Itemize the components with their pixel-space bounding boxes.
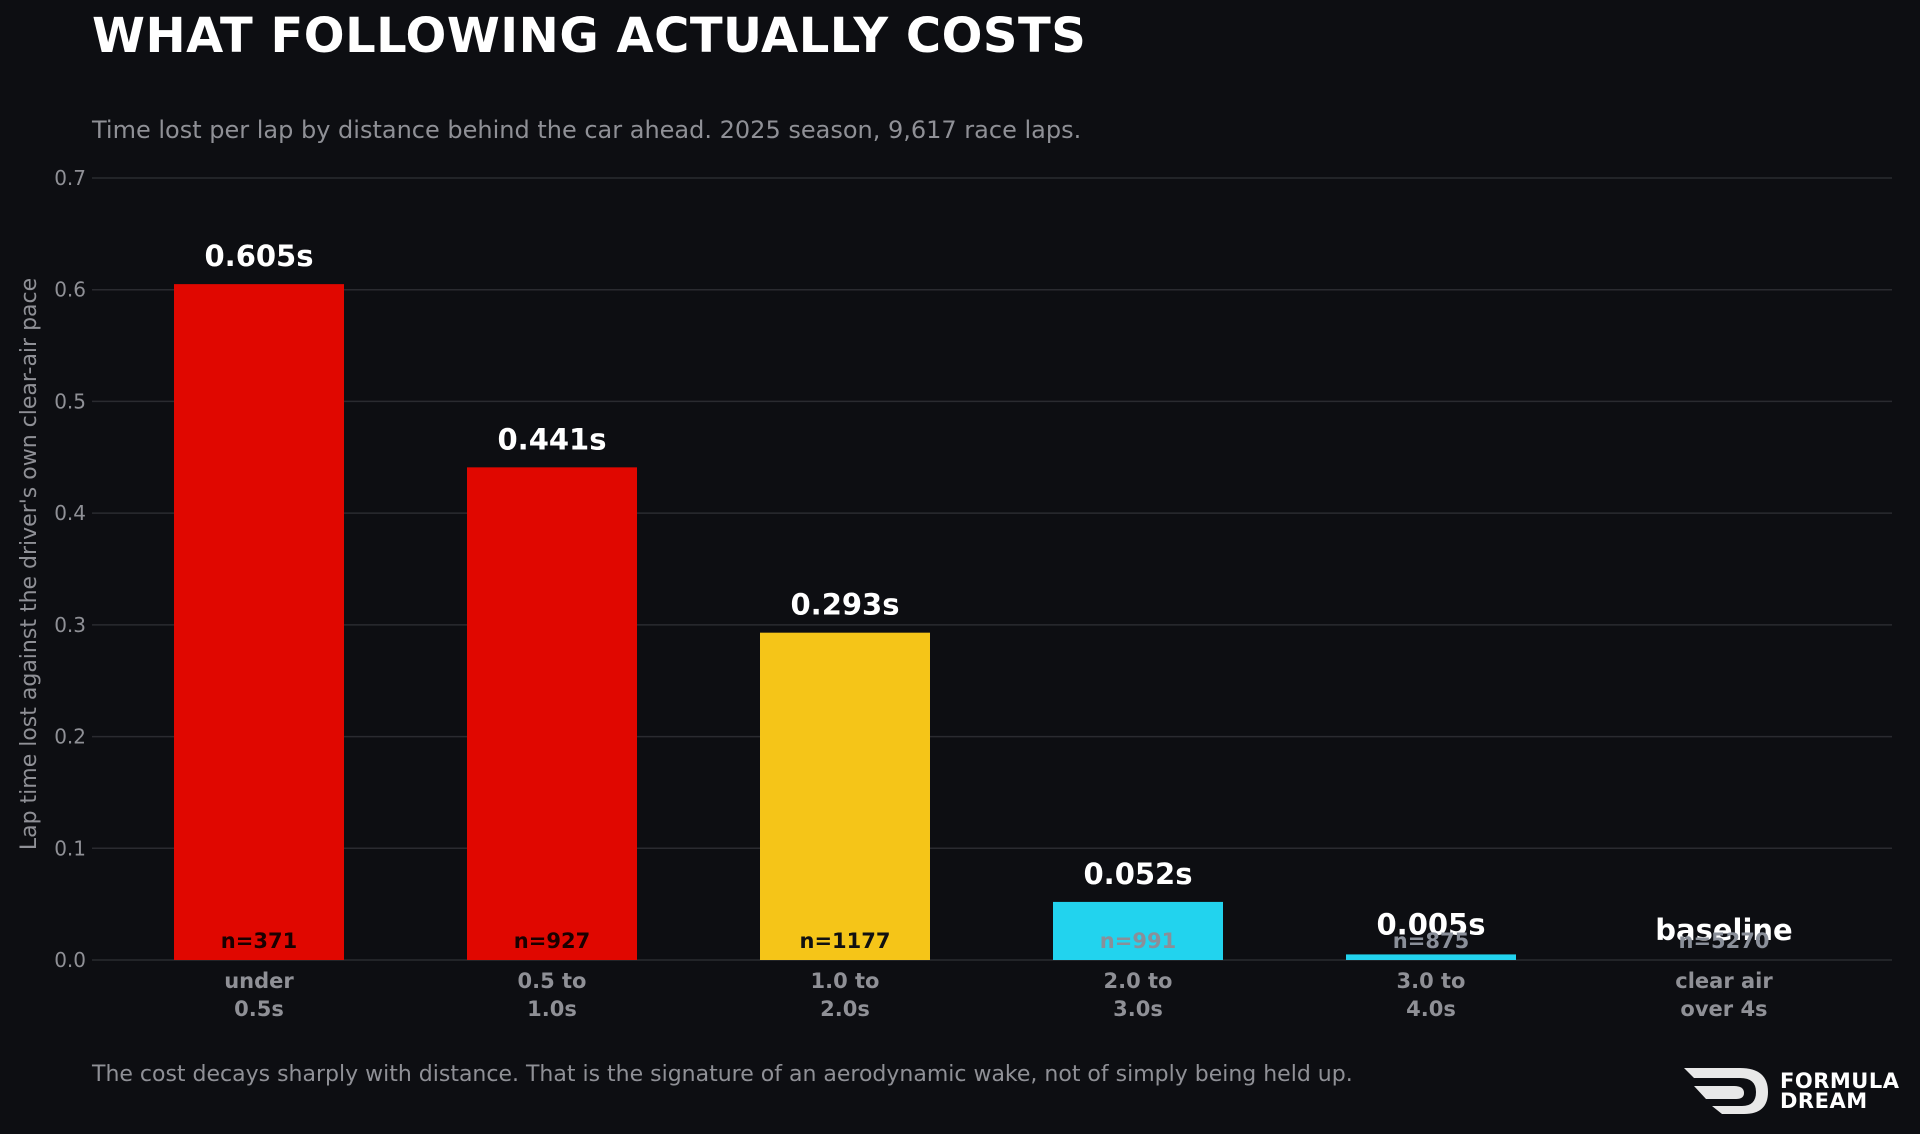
y-tick-label: 0.3 <box>54 613 86 637</box>
grid-lines <box>92 177 1892 961</box>
bar-count-label: n=991 <box>1100 929 1176 953</box>
bar-count-label: n=1177 <box>800 929 891 953</box>
x-tick-label: 2.0 to <box>1104 969 1173 993</box>
bar <box>467 467 637 960</box>
bar <box>760 632 930 960</box>
x-tick-label: 1.0s <box>527 997 577 1021</box>
x-tick-label: 4.0s <box>1406 997 1456 1021</box>
y-tick-label: 0.0 <box>54 948 86 972</box>
y-tick-label: 0.1 <box>54 836 86 860</box>
y-tick-label: 0.6 <box>54 278 86 302</box>
bar <box>174 284 344 961</box>
bar <box>1053 901 1223 960</box>
y-tick-label: 0.2 <box>54 725 86 749</box>
bar-value-label: 0.052s <box>1084 857 1193 891</box>
bar-value-label: 0.441s <box>498 422 607 456</box>
bar-count-label: n=927 <box>514 929 590 953</box>
logo-text-dream: DREAM <box>1780 1089 1868 1113</box>
y-axis-ticks: 0.0 0.1 0.2 0.3 0.4 0.5 0.6 0.7 <box>54 166 86 972</box>
x-tick-label: 1.0 to <box>811 969 880 993</box>
x-axis-ticks: under 0.5s 0.5 to 1.0s 1.0 to 2.0s 2.0 to 3.0s 3… <box>224 969 1773 1021</box>
y-tick-label: 0.5 <box>54 389 86 413</box>
bars: 0.605s n=371 0.441s n=927 0.293s n=1177 0.052s… <box>174 239 1793 961</box>
y-tick-label: 0.7 <box>54 166 86 190</box>
x-tick-label: 2.0s <box>820 997 870 1021</box>
formula-dream-logo-icon <box>1684 1068 1768 1114</box>
bar-value-label: 0.293s <box>791 588 900 622</box>
logo-text-formula: FORMULA <box>1780 1069 1900 1093</box>
bar-value-label: 0.005s <box>1377 907 1486 941</box>
bar-value-label: 0.605s <box>205 239 314 273</box>
x-tick-label: 0.5s <box>234 997 284 1021</box>
formula-dream-logo: FORMULA DREAM <box>1682 1066 1899 1116</box>
x-tick-label: under <box>224 969 294 993</box>
y-axis-label: Lap time lost against the driver's own c… <box>17 278 42 850</box>
bar-count-label: n=5270 <box>1679 929 1770 953</box>
chart-title: WHAT FOLLOWING ACTUALLY COSTS <box>92 8 1087 64</box>
y-tick-label: 0.4 <box>54 501 86 525</box>
chart-subtitle: Time lost per lap by distance behind the… <box>92 116 1082 144</box>
x-tick-label: 3.0s <box>1113 997 1163 1021</box>
bar <box>1346 954 1516 960</box>
x-tick-label: 3.0 to <box>1397 969 1466 993</box>
bar-chart: 0.0 0.1 0.2 0.3 0.4 0.5 0.6 0.7 Lap time lost a… <box>17 166 1892 1021</box>
bar-value-label: baseline <box>1655 913 1792 947</box>
x-tick-label: clear air <box>1675 969 1773 993</box>
x-tick-label: 0.5 to <box>518 969 587 993</box>
bar-count-label: n=875 <box>1393 929 1469 953</box>
x-tick-label: over 4s <box>1680 997 1767 1021</box>
bar-count-label: n=371 <box>221 929 297 953</box>
footnote: The cost decays sharply with distance. T… <box>92 1062 1353 1087</box>
